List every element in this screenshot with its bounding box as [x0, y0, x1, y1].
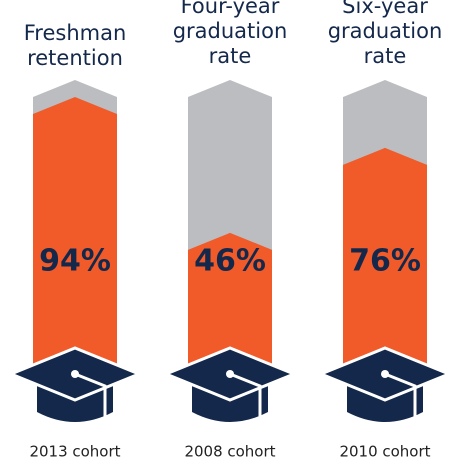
- column-title: rate: [209, 44, 252, 68]
- column-title: rate: [364, 44, 407, 68]
- value-label: 94%: [39, 244, 111, 279]
- column-title: Four-year: [181, 0, 280, 18]
- bar: [343, 147, 427, 380]
- value-label: 46%: [194, 244, 266, 279]
- value-label: 76%: [349, 244, 421, 279]
- cohort-label: 2010 cohort: [339, 443, 430, 461]
- cap-tassel: [384, 372, 417, 418]
- column-title: graduation: [328, 19, 443, 43]
- column-title: Six-year: [342, 0, 428, 18]
- cap-button: [71, 370, 79, 378]
- cohort-label: 2013 cohort: [29, 443, 120, 461]
- cohort-label: 2008 cohort: [184, 443, 275, 461]
- bar: [188, 232, 272, 380]
- cap-button: [381, 370, 389, 378]
- column-title: graduation: [173, 19, 288, 43]
- cap-tassel: [229, 372, 262, 418]
- cap-tassel: [74, 372, 107, 418]
- column-title: retention: [27, 46, 123, 70]
- bar: [33, 96, 117, 380]
- column-title: Freshman: [24, 21, 127, 45]
- cap-button: [226, 370, 234, 378]
